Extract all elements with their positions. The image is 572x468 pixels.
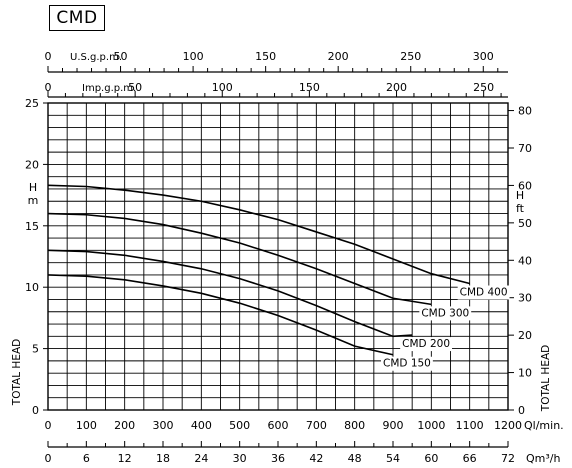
y-right-tick-label: 20 <box>518 329 532 342</box>
y-right-axis-label: TOTAL HEAD <box>540 345 552 412</box>
x-m3h-tick-label: 30 <box>233 452 247 465</box>
y-right-tick-label: 40 <box>518 254 532 267</box>
y-left-tick-label: 0 <box>32 404 39 417</box>
y-left-tick-label: 20 <box>25 158 39 171</box>
y-left-unit-m: m <box>28 194 39 207</box>
x-m3h-tick-label: 18 <box>156 452 170 465</box>
x-usgpm-tick-label: 150 <box>255 50 276 63</box>
x-lmin-tick-label: 1100 <box>456 419 484 432</box>
x-impgpm-tick-label: 200 <box>386 81 407 94</box>
series-line-cmd-300 <box>47 212 432 306</box>
x-lmin-tick-label: 400 <box>191 419 212 432</box>
x-impgpm-tick-label: 50 <box>128 81 142 94</box>
x-impgpm-axis-label: Imp.g.p.m. <box>82 83 136 94</box>
y-left-tick-label: 15 <box>25 220 39 233</box>
y-right-tick-label: 50 <box>518 217 532 230</box>
x-lmin-tick-label: 700 <box>306 419 327 432</box>
x-impgpm-tick-label: 150 <box>299 81 320 94</box>
y-left-tick-label: 5 <box>32 343 39 356</box>
x-m3h-tick-label: 24 <box>194 452 208 465</box>
x-usgpm-tick-label: 50 <box>114 50 128 63</box>
y-right-unit-ft: ft <box>516 202 525 215</box>
x-lmin-tick-label: 0 <box>45 419 52 432</box>
x-lmin-tick-label: 600 <box>268 419 289 432</box>
series-label-cmd-200: CMD 200 <box>402 338 450 350</box>
x-lmin-tick-label: 800 <box>344 419 365 432</box>
x-m3h-tick-label: 0 <box>45 452 52 465</box>
x-usgpm-tick-label: 0 <box>45 50 52 63</box>
series-label-cmd-150: CMD 150 <box>383 358 431 370</box>
y-left-tick-label: 25 <box>25 97 39 110</box>
y-left-axis-label: TOTAL HEAD <box>11 339 23 406</box>
series-line-cmd-150 <box>47 274 394 356</box>
y-right-tick-label: 0 <box>518 404 525 417</box>
x-usgpm-tick-label: 250 <box>400 50 421 63</box>
y-right-unit-h: H <box>516 189 524 202</box>
y-right-tick-label: 60 <box>518 179 532 192</box>
x-m3h-tick-label: 72 <box>501 452 515 465</box>
x-usgpm-tick-label: 200 <box>328 50 349 63</box>
x-m3h-tick-label: 60 <box>424 452 438 465</box>
x-m3h-tick-label: 12 <box>118 452 132 465</box>
y-right-tick-label: 70 <box>518 142 532 155</box>
x-lmin-tick-label: 1000 <box>417 419 445 432</box>
x-usgpm-tick-label: 300 <box>473 50 494 63</box>
x-lmin-axis-label: Ql/min. <box>524 419 564 432</box>
series-label-backdrop <box>457 285 510 300</box>
x-usgpm-tick-label: 100 <box>183 50 204 63</box>
x-lmin-tick-label: 500 <box>229 419 250 432</box>
plot-frame <box>47 102 509 411</box>
x-m3h-axis-label: Qm³/h <box>526 452 560 465</box>
series-label-backdrop <box>381 356 433 371</box>
x-m3h-tick-label: 48 <box>348 452 362 465</box>
series-line-cmd-400 <box>47 184 470 285</box>
x-m3h-tick-label: 6 <box>83 452 90 465</box>
x-lmin-tick-label: 200 <box>114 419 135 432</box>
x-impgpm-tick-label: 0 <box>45 81 52 94</box>
x-m3h-tick-label: 42 <box>309 452 323 465</box>
series-label-cmd-300: CMD 300 <box>421 307 469 319</box>
y-left-unit-h: H <box>29 181 37 194</box>
x-m3h-tick-label: 66 <box>463 452 477 465</box>
x-m3h-tick-label: 36 <box>271 452 285 465</box>
x-m3h-tick-label: 54 <box>386 452 400 465</box>
y-right-tick-label: 10 <box>518 367 532 380</box>
y-right-tick-label: 80 <box>518 105 532 118</box>
series-label-cmd-400: CMD 400 <box>460 287 508 299</box>
chart-title: CMD <box>49 5 105 31</box>
series-label-backdrop <box>419 306 472 321</box>
x-lmin-tick-label: 300 <box>153 419 174 432</box>
y-right-tick-label: 30 <box>518 292 532 305</box>
x-usgpm-axis-label: U.S.g.p.m. <box>70 52 122 63</box>
x-lmin-tick-label: 900 <box>383 419 404 432</box>
y-left-tick-label: 10 <box>25 281 39 294</box>
series-line-cmd-200 <box>47 249 413 338</box>
series-label-backdrop <box>400 337 453 352</box>
x-lmin-tick-label: 1200 <box>494 419 522 432</box>
x-lmin-tick-label: 100 <box>76 419 97 432</box>
x-impgpm-tick-label: 100 <box>212 81 233 94</box>
x-impgpm-tick-label: 250 <box>473 81 494 94</box>
